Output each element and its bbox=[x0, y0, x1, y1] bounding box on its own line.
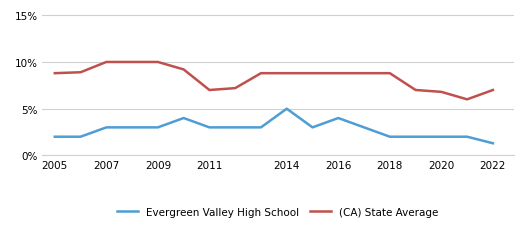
(CA) State Average bbox=[232, 87, 238, 90]
(CA) State Average bbox=[180, 69, 187, 71]
(CA) State Average bbox=[78, 71, 84, 74]
(CA) State Average bbox=[155, 61, 161, 64]
(CA) State Average bbox=[438, 91, 444, 94]
(CA) State Average bbox=[412, 89, 419, 92]
Evergreen Valley High School bbox=[438, 136, 444, 139]
(CA) State Average bbox=[103, 61, 110, 64]
(CA) State Average bbox=[283, 72, 290, 75]
Evergreen Valley High School bbox=[232, 126, 238, 129]
Evergreen Valley High School bbox=[129, 126, 135, 129]
(CA) State Average bbox=[490, 89, 496, 92]
Evergreen Valley High School bbox=[490, 142, 496, 145]
Evergreen Valley High School bbox=[78, 136, 84, 139]
(CA) State Average bbox=[206, 89, 213, 92]
(CA) State Average bbox=[129, 61, 135, 64]
(CA) State Average bbox=[464, 98, 470, 101]
Evergreen Valley High School bbox=[155, 126, 161, 129]
Evergreen Valley High School bbox=[283, 108, 290, 111]
Evergreen Valley High School bbox=[52, 136, 58, 139]
Evergreen Valley High School bbox=[309, 126, 315, 129]
Line: Evergreen Valley High School: Evergreen Valley High School bbox=[55, 109, 493, 144]
Evergreen Valley High School bbox=[206, 126, 213, 129]
Line: (CA) State Average: (CA) State Average bbox=[55, 63, 493, 100]
(CA) State Average bbox=[309, 72, 315, 75]
(CA) State Average bbox=[52, 72, 58, 75]
Evergreen Valley High School bbox=[412, 136, 419, 139]
Legend: Evergreen Valley High School, (CA) State Average: Evergreen Valley High School, (CA) State… bbox=[113, 203, 442, 221]
Evergreen Valley High School bbox=[464, 136, 470, 139]
Evergreen Valley High School bbox=[180, 117, 187, 120]
Evergreen Valley High School bbox=[103, 126, 110, 129]
Evergreen Valley High School bbox=[335, 117, 342, 120]
Evergreen Valley High School bbox=[387, 136, 393, 139]
Evergreen Valley High School bbox=[258, 126, 264, 129]
(CA) State Average bbox=[258, 72, 264, 75]
(CA) State Average bbox=[335, 72, 342, 75]
(CA) State Average bbox=[387, 72, 393, 75]
